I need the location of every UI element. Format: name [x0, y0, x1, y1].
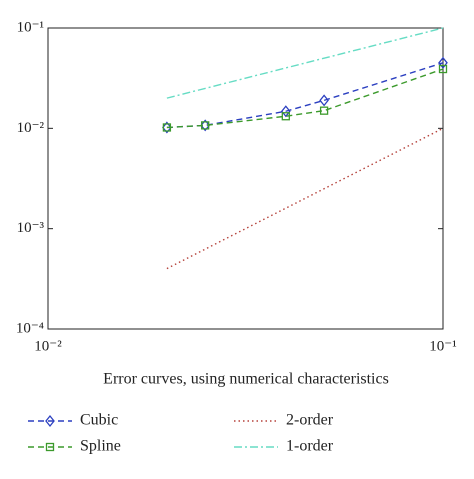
marker — [162, 121, 172, 134]
series-line — [166, 27, 444, 99]
legend-marker — [45, 414, 55, 428]
x-axis-label: Error curves, using numerical characteri… — [103, 371, 389, 388]
series-line — [166, 127, 444, 270]
marker — [319, 106, 329, 115]
plot-frame — [47, 27, 444, 330]
marker — [201, 121, 210, 130]
marker — [319, 94, 329, 107]
y-tick-label: 10⁻¹ — [17, 19, 44, 35]
marker — [200, 119, 211, 132]
marker — [438, 56, 448, 69]
legend-label: 2-order — [286, 412, 334, 429]
x-tick-label: 10⁻¹ — [429, 338, 456, 354]
marker — [280, 105, 291, 118]
marker — [438, 64, 448, 74]
y-tick-label: 10⁻² — [17, 120, 45, 136]
legend-marker — [45, 442, 55, 452]
marker — [162, 123, 172, 132]
series-line — [166, 62, 444, 129]
legend-label: Cubic — [80, 412, 118, 429]
marker — [281, 112, 290, 121]
y-tick-label: 10⁻³ — [17, 220, 45, 236]
series-line — [166, 68, 444, 129]
legend-label: 1-order — [286, 438, 334, 455]
x-tick-label: 10⁻² — [34, 338, 62, 354]
legend-label: Spline — [80, 438, 121, 455]
y-tick-label: 10⁻⁴ — [16, 320, 44, 336]
